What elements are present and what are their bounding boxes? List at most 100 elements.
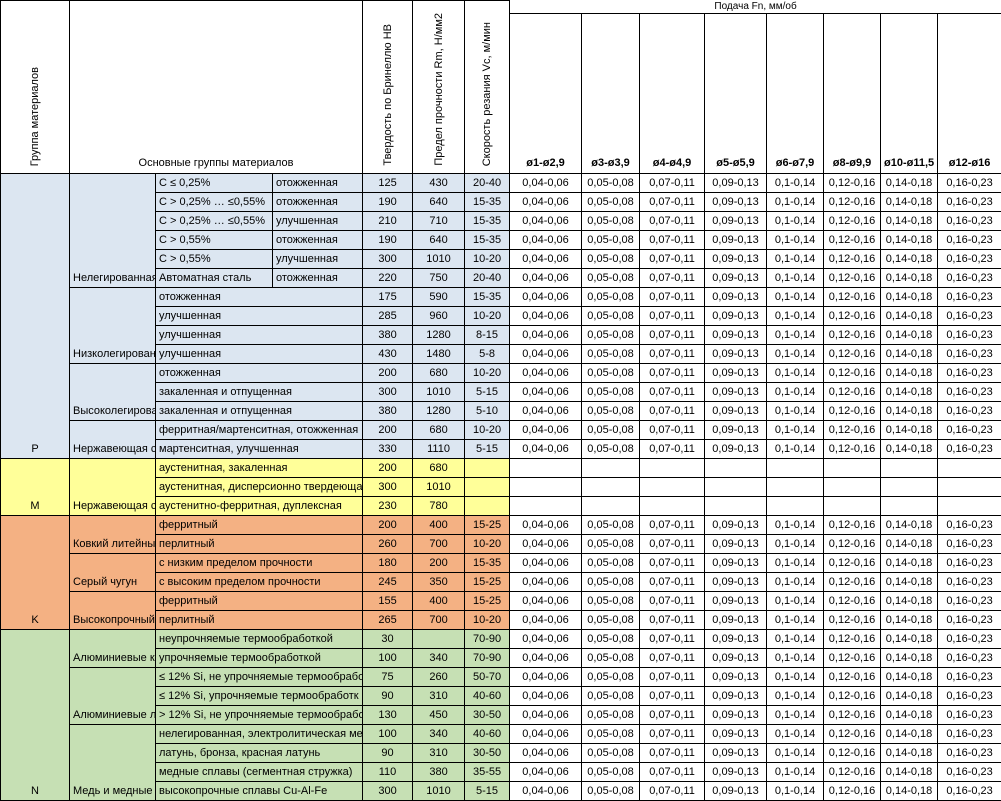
feed-value <box>582 478 640 497</box>
feed-value: 0,04-0,06 <box>510 383 582 402</box>
feed-value <box>824 497 881 516</box>
feed-value: 0,12-0,16 <box>824 592 881 611</box>
feed-value: 0,1-0,14 <box>767 212 824 231</box>
material-condition: с высоким пределом прочности <box>156 573 363 592</box>
feed-value: 0,07-0,11 <box>640 345 705 364</box>
material-condition: с низким пределом прочности <box>156 554 363 573</box>
strength-value: 260 <box>413 668 465 687</box>
material-condition: аустенитно-ферритная, дуплексная <box>156 497 363 516</box>
speed-value: 10-20 <box>465 307 510 326</box>
feed-value: 0,07-0,11 <box>640 763 705 782</box>
feed-value: 0,09-0,13 <box>705 611 767 630</box>
material-subgroup-name: Низколегированн <box>70 288 156 364</box>
feed-value: 0,12-0,16 <box>824 706 881 725</box>
hardness-value: 155 <box>363 592 413 611</box>
hardness-value: 175 <box>363 288 413 307</box>
feed-value: 0,14-0,18 <box>881 630 938 649</box>
feed-value: 0,14-0,18 <box>881 421 938 440</box>
hardness-value: 245 <box>363 573 413 592</box>
feed-value: 0,16-0,23 <box>938 269 1001 288</box>
feed-value: 0,07-0,11 <box>640 573 705 592</box>
feed-value: 0,05-0,08 <box>582 630 640 649</box>
feed-value <box>881 459 938 478</box>
speed-value: 70-90 <box>465 649 510 668</box>
feed-value: 0,04-0,06 <box>510 763 582 782</box>
feed-value: 0,09-0,13 <box>705 554 767 573</box>
feed-value: 0,1-0,14 <box>767 288 824 307</box>
material-treatment: улучшенная <box>273 212 363 231</box>
material-condition: нелегированная, электролитическая ме <box>156 725 363 744</box>
feed-value: 0,1-0,14 <box>767 193 824 212</box>
strength-value: 310 <box>413 744 465 763</box>
feed-value: 0,16-0,23 <box>938 630 1001 649</box>
feed-value: 0,16-0,23 <box>938 345 1001 364</box>
speed-value: 10-20 <box>465 250 510 269</box>
feed-value <box>510 497 582 516</box>
feed-value: 0,16-0,23 <box>938 231 1001 250</box>
feed-value <box>938 497 1001 516</box>
hardness-value: 130 <box>363 706 413 725</box>
feed-value: 0,09-0,13 <box>705 592 767 611</box>
feed-value: 0,05-0,08 <box>582 193 640 212</box>
feed-value: 0,14-0,18 <box>881 516 938 535</box>
feed-value: 0,09-0,13 <box>705 345 767 364</box>
feed-value: 0,09-0,13 <box>705 763 767 782</box>
feed-value: 0,07-0,11 <box>640 744 705 763</box>
feed-value: 0,09-0,13 <box>705 573 767 592</box>
feed-value: 0,14-0,18 <box>881 744 938 763</box>
feed-value: 0,16-0,23 <box>938 706 1001 725</box>
header-feed-col: ø12-ø16 <box>938 14 1001 174</box>
speed-value: 35-55 <box>465 763 510 782</box>
material-condition: ≤ 12% Si, не упрочняемые термообрабо <box>156 668 363 687</box>
hardness-value: 200 <box>363 516 413 535</box>
feed-value: 0,16-0,23 <box>938 763 1001 782</box>
hardness-value: 380 <box>363 402 413 421</box>
feed-value: 0,07-0,11 <box>640 725 705 744</box>
feed-value: 0,07-0,11 <box>640 383 705 402</box>
feed-value: 0,09-0,13 <box>705 630 767 649</box>
feed-value: 0,14-0,18 <box>881 174 938 193</box>
feed-value: 0,05-0,08 <box>582 744 640 763</box>
material-condition: высокопрочные сплавы Cu-Al-Fe <box>156 782 363 801</box>
feed-value <box>510 459 582 478</box>
material-condition: C > 0,55% <box>156 250 273 269</box>
feed-value <box>705 497 767 516</box>
strength-value: 1280 <box>413 402 465 421</box>
feed-value: 0,07-0,11 <box>640 782 705 801</box>
feed-value: 0,12-0,16 <box>824 307 881 326</box>
header-main-groups: Основные группы материалов <box>70 1 363 174</box>
feed-value: 0,1-0,14 <box>767 706 824 725</box>
feed-value: 0,1-0,14 <box>767 592 824 611</box>
feed-value: 0,1-0,14 <box>767 554 824 573</box>
feed-value: 0,07-0,11 <box>640 326 705 345</box>
speed-value: 20-40 <box>465 174 510 193</box>
hardness-value: 110 <box>363 763 413 782</box>
feed-value: 0,09-0,13 <box>705 193 767 212</box>
material-condition: ферритный <box>156 516 363 535</box>
feed-value: 0,16-0,23 <box>938 383 1001 402</box>
material-subgroup-name: Ковкий литейный <box>70 516 156 554</box>
feed-value: 0,09-0,13 <box>705 288 767 307</box>
material-subgroup-name: Алюминиевые ко <box>70 630 156 668</box>
header-material-group-label: Группа материалов <box>29 67 41 166</box>
feed-value: 0,04-0,06 <box>510 573 582 592</box>
feed-value: 0,14-0,18 <box>881 782 938 801</box>
feed-value: 0,16-0,23 <box>938 440 1001 459</box>
material-condition: > 12% Si, не упрочняемые термообрабо <box>156 706 363 725</box>
feed-value: 0,14-0,18 <box>881 212 938 231</box>
strength-value <box>413 630 465 649</box>
feed-value: 0,04-0,06 <box>510 364 582 383</box>
feed-value: 0,12-0,16 <box>824 250 881 269</box>
feed-value: 0,12-0,16 <box>824 288 881 307</box>
material-condition: улучшенная <box>156 326 363 345</box>
feed-value: 0,07-0,11 <box>640 554 705 573</box>
speed-value: 30-50 <box>465 744 510 763</box>
material-treatment: отожженная <box>273 193 363 212</box>
feed-value: 0,05-0,08 <box>582 668 640 687</box>
strength-value: 340 <box>413 725 465 744</box>
feed-value: 0,14-0,18 <box>881 269 938 288</box>
feed-value: 0,16-0,23 <box>938 668 1001 687</box>
feed-value: 0,07-0,11 <box>640 250 705 269</box>
